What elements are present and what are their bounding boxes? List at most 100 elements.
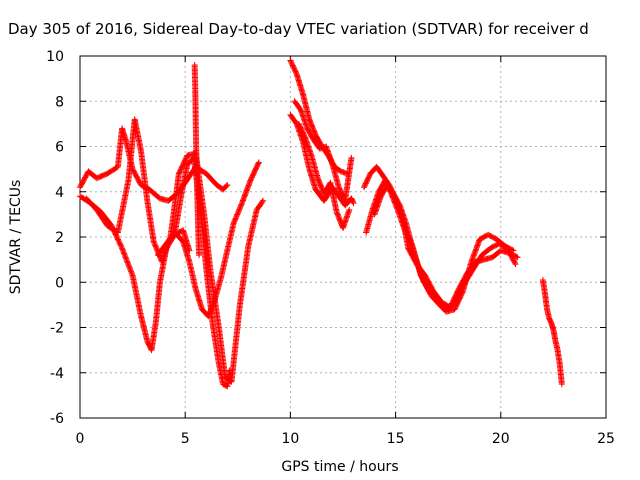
data-point xyxy=(196,252,203,259)
data-point xyxy=(235,207,242,214)
series-track-14 xyxy=(539,276,565,388)
data-point xyxy=(153,244,160,251)
data-point xyxy=(237,203,244,210)
data-point xyxy=(124,259,131,266)
y-tick-label: -2 xyxy=(50,321,64,337)
series-track-3 xyxy=(83,116,267,385)
series-track-5 xyxy=(154,159,262,320)
data-point xyxy=(117,241,124,248)
data-point xyxy=(150,238,157,245)
data-point xyxy=(123,256,130,263)
data-point xyxy=(124,258,131,265)
data-point xyxy=(113,234,120,240)
data-point xyxy=(151,239,158,246)
data-point xyxy=(121,250,128,257)
data-point xyxy=(230,220,237,227)
data-point xyxy=(231,219,238,226)
series-track-13 xyxy=(371,181,519,313)
data-point xyxy=(152,243,159,250)
data-point xyxy=(126,264,133,271)
data-point xyxy=(224,181,231,188)
x-tick-label: 0 xyxy=(76,431,85,447)
data-point xyxy=(128,269,135,276)
series-track-9 xyxy=(291,98,355,204)
data-point xyxy=(235,208,242,215)
x-tick-label: 5 xyxy=(181,431,190,447)
data-point xyxy=(233,214,240,221)
data-points xyxy=(77,57,565,390)
data-point xyxy=(226,367,233,374)
data-point xyxy=(346,206,353,213)
data-point xyxy=(514,254,521,261)
x-axis: 0 5 10 15 20 25 xyxy=(76,56,615,447)
data-point xyxy=(512,261,519,268)
data-point xyxy=(119,245,126,252)
data-point xyxy=(122,254,129,261)
data-point xyxy=(259,198,266,205)
data-point xyxy=(350,200,357,207)
data-point xyxy=(115,237,122,244)
data-point xyxy=(293,69,300,76)
data-point xyxy=(151,241,158,248)
data-point xyxy=(117,242,124,249)
series-track-7 xyxy=(287,57,351,177)
x-tick-label: 20 xyxy=(492,431,510,447)
data-point xyxy=(238,201,245,208)
series-track-8 xyxy=(287,111,357,209)
data-point xyxy=(120,249,127,256)
x-tick-label: 10 xyxy=(281,431,299,447)
data-point xyxy=(116,239,123,246)
data-point xyxy=(129,271,136,278)
data-point xyxy=(119,246,126,253)
data-point xyxy=(121,251,128,258)
series-track-4 xyxy=(171,154,233,390)
data-point xyxy=(223,182,230,189)
chart-title: Day 305 of 2016, Sidereal Day-to-day VTE… xyxy=(8,20,589,38)
series-track-6 xyxy=(191,62,203,259)
series-track-1 xyxy=(77,125,231,204)
data-point xyxy=(511,259,518,266)
data-point xyxy=(231,217,238,224)
data-point xyxy=(126,263,133,270)
data-point xyxy=(232,215,239,222)
y-axis: -6 -4 -2 0 2 4 6 8 10 xyxy=(46,49,606,427)
data-point xyxy=(255,159,262,166)
data-point xyxy=(122,253,129,260)
data-point xyxy=(127,267,134,274)
plot-frame xyxy=(79,55,607,419)
x-tick-label: 25 xyxy=(597,431,615,447)
data-point xyxy=(348,154,355,161)
data-point xyxy=(301,133,308,140)
data-point xyxy=(116,240,123,247)
grid-lines xyxy=(80,56,606,418)
y-tick-label: 8 xyxy=(55,94,64,110)
y-tick-label: 10 xyxy=(46,49,64,65)
data-point xyxy=(260,197,267,204)
data-point xyxy=(125,260,132,267)
data-point xyxy=(128,268,135,275)
data-point xyxy=(233,212,240,219)
y-tick-label: 0 xyxy=(55,275,64,291)
data-point xyxy=(349,198,356,205)
y-tick-label: 6 xyxy=(55,140,64,156)
data-point xyxy=(123,255,130,262)
data-point xyxy=(125,262,132,269)
data-point xyxy=(234,211,241,218)
data-point xyxy=(236,206,243,213)
data-point xyxy=(114,236,121,243)
data-point xyxy=(237,202,244,209)
data-point xyxy=(558,381,565,388)
x-tick-label: 15 xyxy=(387,431,405,447)
data-point xyxy=(118,244,125,251)
data-point xyxy=(232,216,239,223)
y-axis-label: SDTVAR / TECUs xyxy=(8,180,24,295)
y-tick-label: -4 xyxy=(50,366,64,382)
data-point xyxy=(234,210,241,217)
data-point xyxy=(255,160,262,167)
data-point xyxy=(120,247,127,254)
data-point xyxy=(152,242,159,249)
series-track-10 xyxy=(295,120,353,231)
data-point xyxy=(510,247,517,254)
y-tick-label: 4 xyxy=(55,185,64,201)
